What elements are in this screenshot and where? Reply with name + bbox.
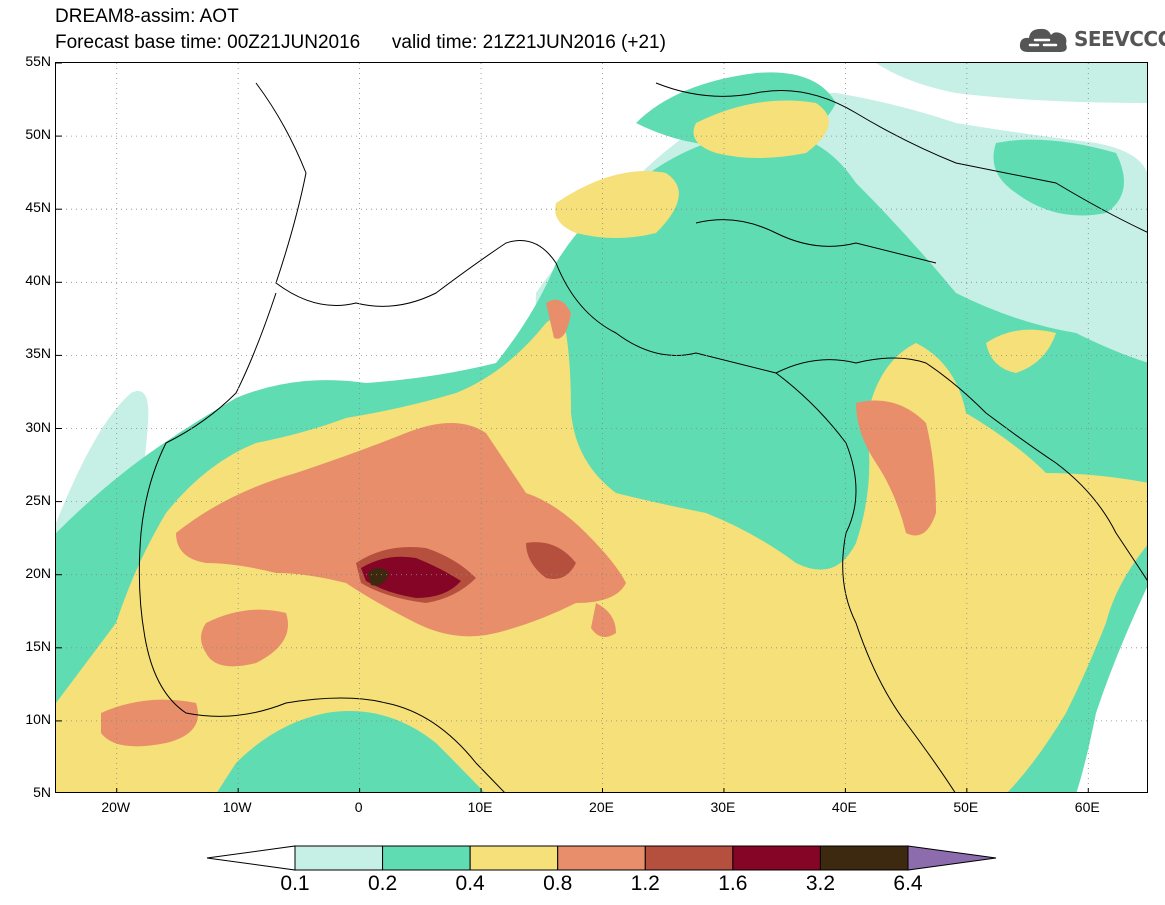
lon-label: 10E (467, 799, 493, 815)
colorbar-segments (206, 845, 997, 871)
lon-label: 0 (354, 799, 363, 815)
colorbar-segment (469, 845, 559, 871)
lat-label: 45N (25, 199, 51, 216)
lat-label: 20N (25, 564, 51, 581)
colorbar (206, 845, 997, 871)
colorbar-segment-over (907, 845, 997, 871)
colorbar-segment (732, 845, 821, 871)
colorbar-segment-under (206, 845, 296, 871)
colorbar-segment (382, 845, 471, 871)
lat-label: 10N (25, 710, 51, 727)
lon-label: 30E (710, 799, 736, 815)
lat-label: 40N (25, 272, 51, 289)
colorbar-segment (644, 845, 734, 871)
cloud-icon (1019, 28, 1067, 52)
title-line-1: DREAM8-assim: AOT (55, 6, 239, 27)
lon-label: 10W (222, 799, 252, 815)
lon-label: 40E (831, 799, 857, 815)
logo-text: SEEVCCC (1074, 27, 1165, 51)
map-frame (55, 62, 1148, 793)
colorbar-segment (819, 845, 909, 871)
lat-label: 30N (25, 418, 51, 435)
colorbar-label: 1.2 (630, 872, 660, 895)
colorbar-label: 0.2 (367, 872, 398, 895)
lat-label: 35N (25, 345, 51, 362)
colorbar-label: 6.4 (893, 872, 923, 895)
axis-ticks (56, 63, 1089, 792)
seevccc-logo: SEEVCCC (1018, 22, 1165, 56)
lon-label: 20W (101, 799, 131, 815)
colorbar-label: 0.8 (543, 872, 573, 895)
graticule (56, 63, 1147, 792)
coastlines (138, 82, 1147, 792)
lat-label: 25N (25, 491, 51, 508)
lat-label: 50N (25, 126, 51, 143)
title-line-2: Forecast base time: 00Z21JUN2016 valid t… (55, 32, 666, 53)
lat-label: 5N (33, 784, 51, 800)
lat-label: 55N (25, 53, 51, 69)
colorbar-label: 0.4 (455, 872, 485, 895)
band-3-2 (368, 568, 389, 586)
colorbar-segment (294, 845, 384, 871)
band-1-6 (361, 556, 461, 598)
lon-label: 20E (589, 799, 614, 815)
colorbar-label: 0.1 (280, 872, 310, 895)
aot-map (56, 63, 1147, 792)
colorbar-segment (557, 845, 646, 871)
lon-label: 50E (953, 799, 979, 815)
lat-label: 15N (25, 637, 51, 654)
colorbar-label: 3.2 (805, 872, 836, 895)
lon-label: 60E (1074, 799, 1100, 815)
colorbar-label: 1.6 (718, 872, 748, 895)
